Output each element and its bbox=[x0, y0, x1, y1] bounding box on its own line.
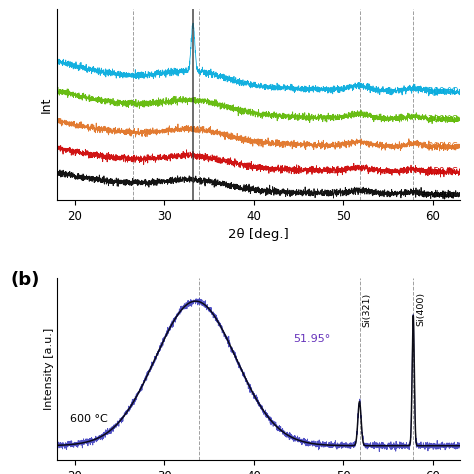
Text: 51.95°: 51.95° bbox=[293, 334, 331, 344]
Text: 500 °C: 500 °C bbox=[428, 87, 458, 96]
Text: 300 °C: 300 °C bbox=[428, 115, 458, 124]
Text: Si(400): Si(400) bbox=[416, 292, 425, 327]
Text: 200 °C: 200 °C bbox=[428, 142, 458, 151]
Y-axis label: Intensity [a.u.]: Intensity [a.u.] bbox=[44, 328, 54, 410]
Text: 600 °C: 600 °C bbox=[70, 414, 108, 424]
Y-axis label: Int: Int bbox=[40, 97, 53, 113]
Text: Si(321): Si(321) bbox=[362, 292, 371, 327]
X-axis label: 2θ [deg.]: 2θ [deg.] bbox=[228, 228, 289, 241]
Text: as-depo.: as-depo. bbox=[421, 190, 458, 199]
Text: (b): (b) bbox=[10, 271, 40, 289]
Text: 150 °C: 150 °C bbox=[428, 167, 458, 176]
